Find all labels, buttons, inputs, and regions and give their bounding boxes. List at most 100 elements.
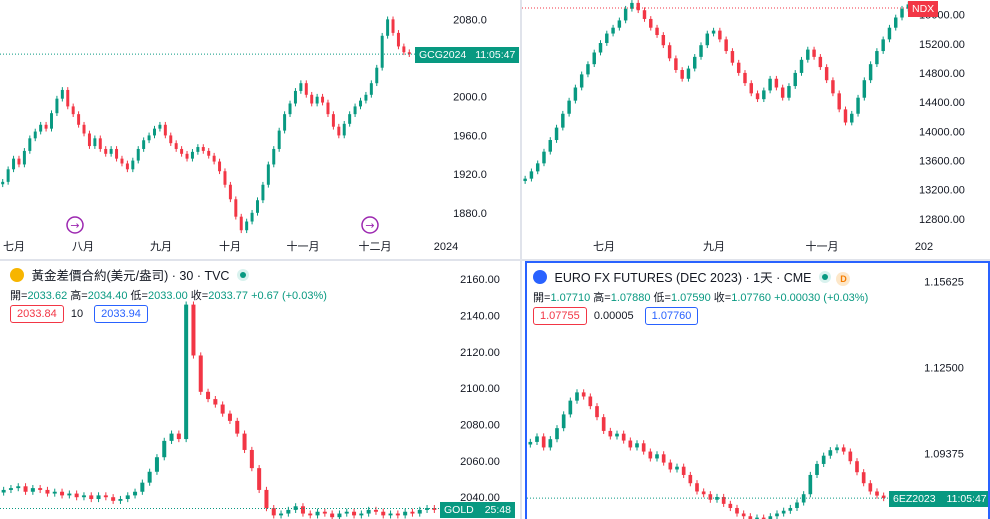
candle-body xyxy=(661,35,666,46)
candle-body xyxy=(799,59,804,73)
open-value: 1.07710 xyxy=(550,292,591,304)
price-badge-time: 11:05:47 xyxy=(946,493,987,506)
symbol-title[interactable]: 黃金差價合約(美元/盎司) xyxy=(31,269,169,283)
candle-body xyxy=(529,171,534,179)
candle-body xyxy=(250,212,254,222)
candle-body xyxy=(661,454,666,463)
candle-body xyxy=(743,72,747,84)
delayed-badge[interactable]: D xyxy=(836,272,851,286)
source-label: TVC xyxy=(204,269,230,283)
candle-body xyxy=(342,123,346,136)
candle-body xyxy=(718,30,722,40)
y-tick-label: 2120.00 xyxy=(460,347,500,359)
chart-canvas[interactable]: 15600.0015200.0014800.0014400.0014000.00… xyxy=(522,0,990,259)
x-tick-label: 九月 xyxy=(150,240,172,253)
candle-body xyxy=(856,97,860,114)
candle-body xyxy=(104,148,108,154)
buy-button[interactable]: 1.07760 xyxy=(644,307,699,325)
candle-body xyxy=(98,138,102,149)
candle-body xyxy=(693,56,697,69)
interval-label[interactable]: 1天 xyxy=(753,271,773,285)
interval-label[interactable]: 30 xyxy=(179,269,194,283)
candle-body xyxy=(749,83,753,94)
low-value: 1.07590 xyxy=(670,292,711,304)
candle-body xyxy=(573,87,578,101)
candle-body xyxy=(808,474,813,495)
x-tick-label: 十一月 xyxy=(806,239,839,253)
chart-pane-6ez2023[interactable]: 1.15625 1.12500 1.09375 EURO FX FUTURES (D… xyxy=(525,261,990,519)
candle-body xyxy=(315,96,319,104)
svg-text:→: → xyxy=(365,219,374,232)
chart-pane-gcg2024[interactable]: 2080.02040.02000.01960.01920.01880.0七月八月… xyxy=(0,0,520,259)
candle-body xyxy=(843,109,848,123)
y-tick-label: 14800.00 xyxy=(919,68,965,80)
candle-body xyxy=(23,486,28,492)
candle-body xyxy=(841,447,846,452)
candle-body xyxy=(304,83,308,95)
candle-body xyxy=(601,417,606,431)
y-tick-label: 14000.00 xyxy=(919,126,965,138)
candle-body xyxy=(288,103,292,115)
close-value: 2033.77 xyxy=(208,290,248,302)
y-tick-label: 1.12500 xyxy=(924,363,964,375)
candle-body xyxy=(176,433,181,440)
candle-body xyxy=(598,43,603,53)
y-tick-label: 1.09375 xyxy=(924,449,964,461)
candle-body xyxy=(140,482,145,492)
candle-body xyxy=(277,130,281,149)
candle-body xyxy=(635,443,639,448)
candle-body xyxy=(688,474,693,484)
candle-body xyxy=(806,49,810,60)
candle-body xyxy=(190,151,194,159)
candle-body xyxy=(715,496,719,500)
candle-body xyxy=(212,155,216,162)
candle-body xyxy=(668,462,673,470)
candle-body xyxy=(699,45,703,57)
candle-body xyxy=(755,517,759,519)
candle-body xyxy=(366,509,371,514)
candle-body xyxy=(147,471,152,483)
candle-body xyxy=(118,499,123,501)
candle-body xyxy=(142,140,146,149)
market-status-icon[interactable] xyxy=(236,269,249,281)
x-tick-label: 202 xyxy=(915,241,933,253)
candle-body xyxy=(96,495,101,500)
buy-button[interactable]: 2033.94 xyxy=(94,305,148,323)
candle-body xyxy=(695,483,699,492)
candle-body xyxy=(675,466,679,470)
candle-body xyxy=(701,491,706,495)
candle-body xyxy=(788,507,793,511)
chart-pane-gold[interactable]: 2160.00 2140.00 2120.00 2100.00 2080.00 2060.… xyxy=(0,261,520,519)
candle-body xyxy=(44,124,48,129)
candle-body xyxy=(648,451,653,459)
chart-canvas[interactable]: 2160.00 2140.00 2120.00 2100.00 2080.00 2060.… xyxy=(0,261,520,519)
candle-body xyxy=(655,454,659,459)
horizontal-divider[interactable] xyxy=(0,259,990,261)
signal-arrow-icon[interactable]: → xyxy=(66,216,84,234)
candle-body xyxy=(17,158,21,165)
high-value: 2034.40 xyxy=(87,290,128,302)
chart-canvas[interactable]: 1.15625 1.12500 1.09375 xyxy=(527,263,990,519)
market-status-icon[interactable] xyxy=(818,271,831,283)
candle-body xyxy=(724,39,728,52)
chart-canvas[interactable]: 2080.02040.02000.01960.01920.01880.0七月八月… xyxy=(0,0,520,259)
candle-body xyxy=(93,138,97,147)
symbol-title[interactable]: EURO FX FUTURES (DEC 2023) xyxy=(554,271,743,285)
candle-body xyxy=(894,17,898,28)
signal-arrow-icon[interactable]: → xyxy=(361,216,379,234)
x-tick-label: 七月 xyxy=(3,240,25,253)
candle-body xyxy=(735,507,739,514)
candle-body xyxy=(611,27,615,34)
gold-symbol-icon xyxy=(10,268,24,282)
candle-body xyxy=(28,138,32,151)
candle-body xyxy=(191,304,196,356)
sell-button[interactable]: 1.07755 xyxy=(533,307,587,325)
candle-body xyxy=(391,19,395,33)
open-label: 開= xyxy=(10,290,28,302)
sell-button[interactable]: 2033.84 xyxy=(10,305,64,323)
candle-body xyxy=(169,433,174,441)
candle-body xyxy=(308,513,313,516)
chart-pane-ndx[interactable]: 15600.00 15200.00 14800.00 14400.00 14000.00… xyxy=(522,0,990,259)
candle-body xyxy=(711,30,716,34)
candle-body xyxy=(353,106,357,115)
